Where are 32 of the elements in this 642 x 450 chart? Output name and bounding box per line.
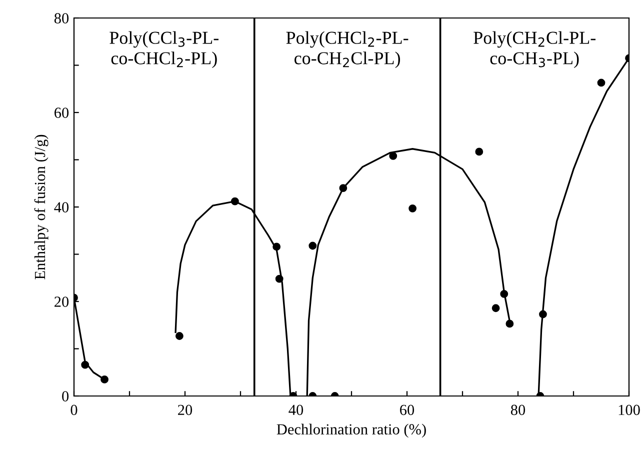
point <box>475 148 484 156</box>
x-tick-label: 80 <box>510 404 526 416</box>
point <box>539 310 547 318</box>
x-tick-label: 100 <box>618 404 640 416</box>
point <box>597 78 606 87</box>
point <box>81 360 90 369</box>
x-tick-label: 0 <box>70 404 78 416</box>
point <box>231 197 239 206</box>
point <box>308 242 317 250</box>
y-tick-label: 20 <box>54 296 69 307</box>
x-tick-label: 20 <box>178 404 192 416</box>
text: Poly(CHCl$_{2}$-PL- co-CH$_{2}$Cl-PL) <box>286 31 408 68</box>
point <box>272 242 281 251</box>
y-axis-title: Enthalpy of fusion (J/g) <box>34 134 48 280</box>
x-tick-label: 60 <box>400 404 414 416</box>
point <box>492 304 500 312</box>
x-axis-title: Dechlorination ratio (%) <box>276 424 426 438</box>
point <box>176 332 184 340</box>
annotation: Poly(CCl$_{3}$-PL- co-CHCl$_{2}$-PL) <box>110 31 218 68</box>
point <box>275 274 284 283</box>
point <box>339 184 348 192</box>
y-tick-label: 40 <box>54 202 69 212</box>
y-tick-label: 80 <box>54 13 69 24</box>
y-tick-label: 60 <box>54 108 69 118</box>
point <box>506 320 514 328</box>
point <box>500 290 508 298</box>
point <box>408 204 416 212</box>
y-tick-label: 0 <box>62 391 69 402</box>
point <box>389 152 398 160</box>
x-tick-label: 40 <box>288 404 304 416</box>
point <box>100 376 108 384</box>
annotation: Poly(CH$_{2}$Cl-PL- co-CH$_{3}$-PL) <box>474 31 596 68</box>
